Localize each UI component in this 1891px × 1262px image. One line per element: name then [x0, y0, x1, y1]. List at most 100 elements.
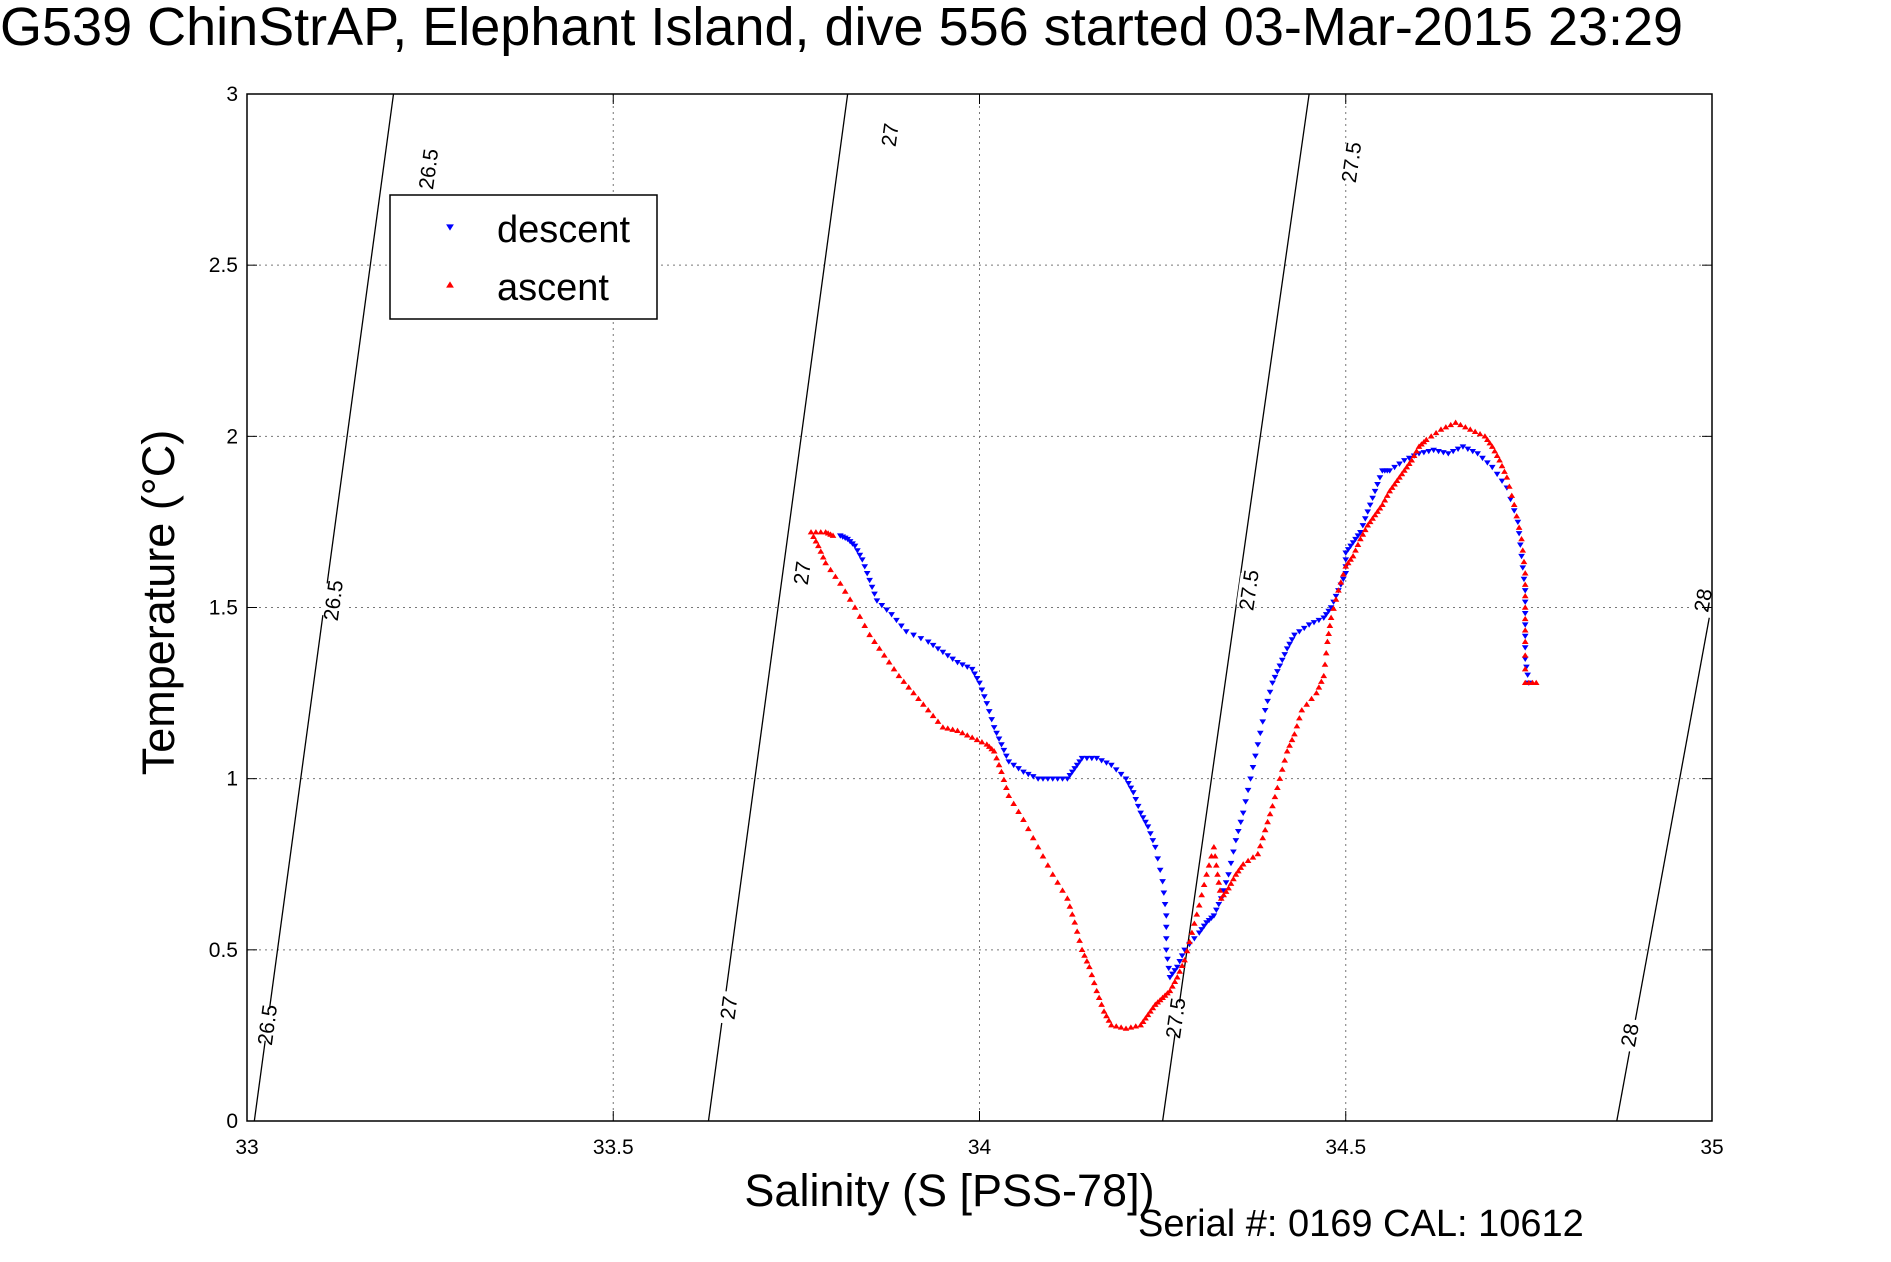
data-point-ascent	[1313, 689, 1320, 696]
data-point-descent	[1361, 516, 1369, 522]
data-point-descent	[1162, 913, 1170, 919]
data-point-ascent	[1405, 460, 1413, 466]
data-point-ascent	[885, 659, 893, 665]
data-point-ascent	[1225, 885, 1232, 891]
data-point-descent	[1237, 819, 1245, 826]
data-point-descent	[1278, 657, 1286, 664]
data-point-descent	[1034, 776, 1042, 782]
data-point-descent	[1325, 608, 1332, 615]
legend-marker-descent	[446, 224, 454, 231]
data-point-descent	[1288, 637, 1296, 643]
data-point-descent	[849, 541, 856, 547]
data-point-descent	[1139, 815, 1147, 821]
data-point-descent	[1369, 495, 1376, 502]
data-point-ascent	[915, 695, 922, 702]
data-point-ascent	[1521, 615, 1529, 622]
data-point-descent	[1068, 769, 1076, 775]
data-point-descent	[990, 725, 998, 731]
data-point-ascent	[1484, 436, 1491, 442]
data-point-ascent	[895, 672, 903, 679]
contour-label-bg	[1689, 582, 1712, 619]
data-point-descent	[939, 649, 947, 656]
data-point-descent	[1349, 540, 1357, 546]
data-point-descent	[1144, 824, 1152, 830]
data-point-ascent	[1112, 1023, 1120, 1029]
data-point-ascent	[1361, 526, 1369, 533]
data-point-ascent	[1108, 1022, 1115, 1028]
data-point-ascent	[1191, 920, 1198, 926]
data-point-descent	[1171, 968, 1179, 974]
data-point-ascent	[1217, 895, 1225, 901]
data-point-ascent	[1098, 1001, 1105, 1007]
data-point-descent	[910, 632, 917, 638]
data-point-ascent	[1520, 558, 1528, 565]
data-point-ascent	[1176, 968, 1184, 974]
data-point-descent	[1125, 781, 1132, 787]
data-point-ascent	[1147, 1008, 1154, 1014]
data-point-ascent	[1344, 559, 1352, 566]
contour-label-bg	[416, 151, 445, 187]
data-point-descent	[1514, 519, 1522, 526]
data-point-ascent	[1066, 903, 1074, 909]
data-point-descent	[1178, 953, 1186, 959]
data-point-descent	[1515, 531, 1523, 537]
data-point-ascent	[978, 739, 986, 745]
legend-box	[389, 194, 658, 320]
data-point-descent	[1519, 565, 1527, 571]
data-point-descent	[902, 629, 910, 635]
data-point-descent	[863, 571, 871, 577]
grid-lines	[247, 94, 1712, 1121]
data-point-descent	[1518, 553, 1525, 560]
contour-label-bg	[1163, 1000, 1192, 1036]
data-point-descent	[1521, 588, 1529, 594]
data-point-ascent	[871, 638, 878, 644]
data-point-ascent	[1420, 438, 1428, 445]
data-point-descent	[1296, 629, 1303, 635]
data-point-descent	[1225, 872, 1232, 878]
data-point-descent	[1379, 468, 1386, 474]
data-point-ascent	[1227, 880, 1235, 886]
data-point-ascent	[866, 631, 873, 638]
data-point-descent	[1232, 838, 1240, 844]
data-point-ascent	[1364, 522, 1372, 528]
serial-cal-label: Serial #: 0169 CAL: 10612	[1138, 1203, 1584, 1245]
data-point-ascent	[1127, 1024, 1135, 1030]
data-point-descent	[1371, 488, 1379, 495]
data-point-descent	[971, 671, 978, 677]
y-tick-label: 2	[226, 425, 238, 448]
data-point-descent	[1342, 550, 1350, 556]
data-point-ascent	[1222, 888, 1230, 894]
x-tick-label: 33.5	[593, 1136, 634, 1159]
data-point-ascent	[815, 542, 822, 549]
data-point-ascent	[920, 701, 927, 707]
contour-label: 27.5	[1162, 996, 1191, 1040]
data-point-ascent	[900, 678, 908, 684]
data-point-ascent	[1357, 535, 1364, 542]
data-point-descent	[1449, 448, 1457, 455]
data-point-ascent	[1393, 477, 1401, 484]
data-point-ascent	[1178, 962, 1186, 969]
data-point-ascent	[1318, 678, 1325, 684]
data-point-descent	[1166, 975, 1174, 981]
data-point-ascent	[1215, 879, 1223, 885]
data-point-descent	[1247, 776, 1254, 782]
data-point-descent	[1264, 698, 1271, 705]
data-point-descent	[1176, 959, 1184, 965]
data-point-descent	[851, 543, 859, 549]
data-point-descent	[1020, 769, 1027, 775]
data-point-ascent	[1283, 748, 1291, 754]
data-point-descent	[1025, 771, 1032, 778]
data-point-descent	[1396, 461, 1403, 467]
data-point-ascent	[1401, 467, 1408, 473]
data-point-descent	[1352, 536, 1359, 543]
data-point-descent	[858, 557, 866, 563]
data-point-ascent	[968, 734, 976, 740]
data-point-ascent	[1183, 947, 1191, 954]
data-point-ascent	[1352, 547, 1359, 553]
data-point-ascent	[1327, 614, 1335, 620]
data-point-descent	[866, 577, 873, 584]
data-point-ascent	[1501, 468, 1508, 474]
data-point-ascent	[1088, 971, 1096, 978]
data-point-descent	[1142, 819, 1149, 826]
